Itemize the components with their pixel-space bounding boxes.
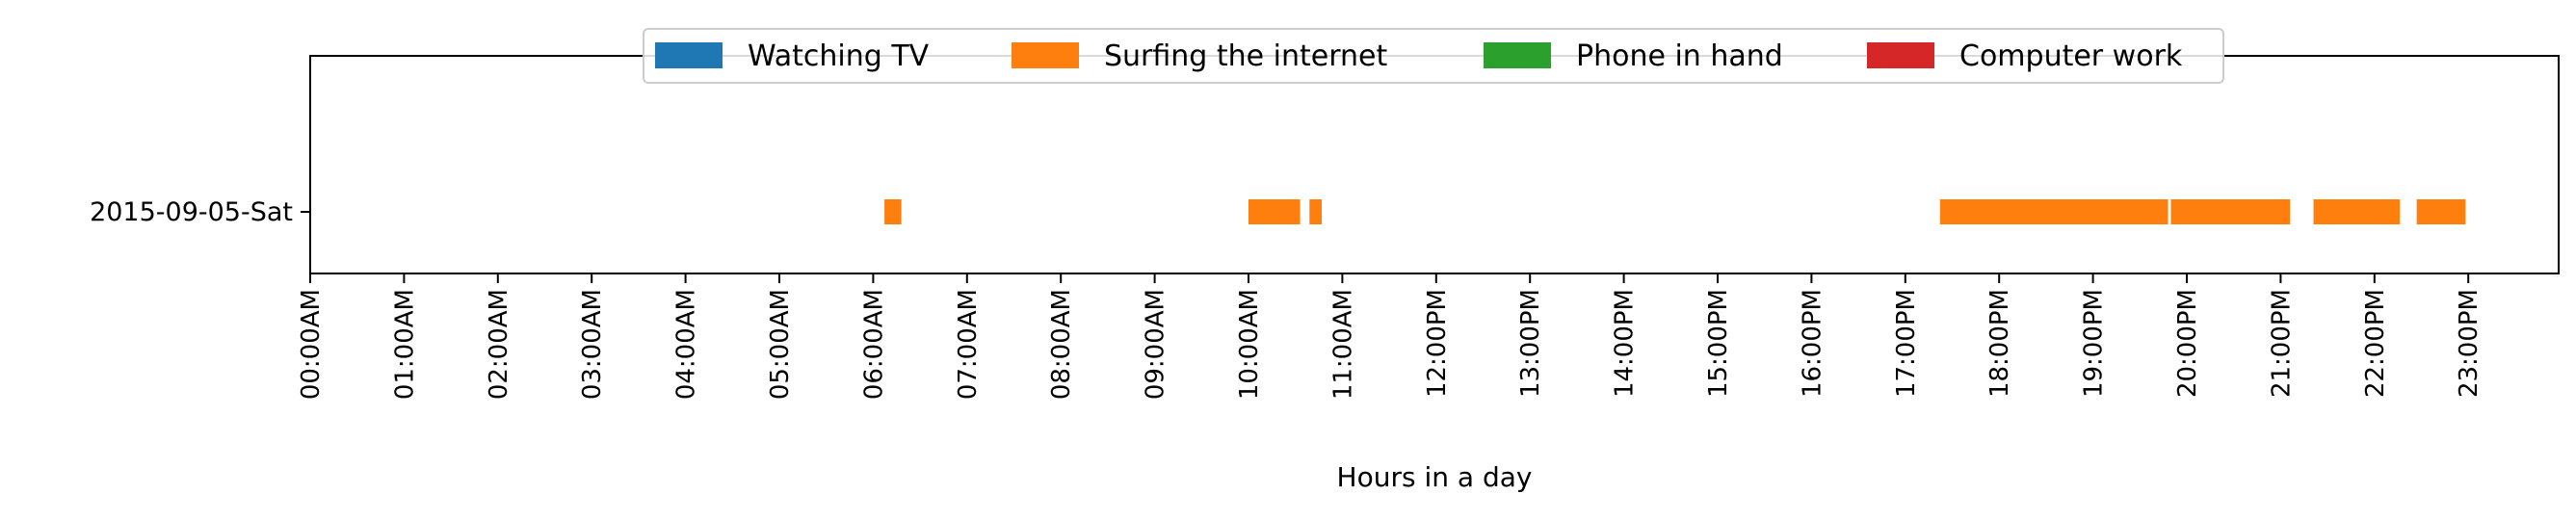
x-tick-label: 08:00AM — [1047, 289, 1076, 400]
interval-bar — [1939, 199, 2169, 224]
legend-label: Watching TV — [748, 39, 930, 73]
x-tick-label: 11:00AM — [1328, 289, 1357, 400]
x-tick-label: 15:00PM — [1704, 289, 1733, 398]
plot-area — [309, 55, 2560, 274]
interval-bars — [884, 199, 2466, 224]
legend-label: Phone in hand — [1576, 39, 1783, 73]
legend-swatch — [655, 42, 723, 68]
legend: Watching TV Surfing the internet Phone in … — [643, 28, 2224, 84]
x-tick-label: 22:00PM — [2361, 289, 2390, 398]
x-tick-label: 04:00AM — [672, 289, 701, 400]
x-tick-label: 03:00AM — [578, 289, 607, 400]
interval-bar — [1249, 199, 1301, 224]
x-tick-label: 13:00PM — [1516, 289, 1545, 398]
x-tick-label: 23:00PM — [2455, 289, 2484, 398]
x-tick-label: 17:00PM — [1892, 289, 1921, 398]
interval-bar — [2313, 199, 2401, 224]
x-tick-label: 10:00AM — [1235, 289, 1264, 400]
x-tick-label: 18:00PM — [1985, 289, 2014, 398]
x-tick-label: 00:00AM — [297, 289, 326, 400]
x-axis: 00:00AM 01:00AM 02:00AM 03:00AM 04:00AM 05:00… — [297, 273, 2484, 400]
x-axis-label: Hours in a day — [1337, 461, 1533, 493]
legend-label: Surfing the internet — [1104, 39, 1387, 73]
x-tick-label: 12:00PM — [1423, 289, 1452, 398]
x-tick-label: 21:00PM — [2267, 289, 2296, 398]
x-tick-label: 05:00AM — [766, 289, 795, 400]
x-tick-label: 01:00AM — [390, 289, 419, 400]
legend-swatch — [1867, 42, 1934, 68]
legend-label: Computer work — [1959, 39, 2183, 73]
x-tick-label: 07:00AM — [954, 289, 983, 400]
x-tick-label: 02:00AM — [485, 289, 513, 400]
x-tick-label: 19:00PM — [2080, 289, 2109, 398]
x-tick-label: 09:00AM — [1142, 289, 1170, 400]
interval-bar — [1309, 199, 1322, 224]
y-axis: 2015-09-05-Sat — [90, 197, 310, 227]
interval-bar — [2170, 199, 2291, 224]
interval-bar — [2416, 199, 2466, 224]
x-tick-label: 16:00PM — [1798, 289, 1827, 398]
legend-swatch — [1484, 42, 1551, 68]
x-tick-label: 20:00PM — [2173, 289, 2202, 398]
legend-swatch — [1012, 42, 1079, 68]
x-tick-label: 14:00PM — [1611, 289, 1640, 398]
interval-bar — [884, 199, 902, 224]
x-tick-label: 06:00AM — [859, 289, 888, 400]
y-tick-label: 2015-09-05-Sat — [90, 197, 293, 227]
